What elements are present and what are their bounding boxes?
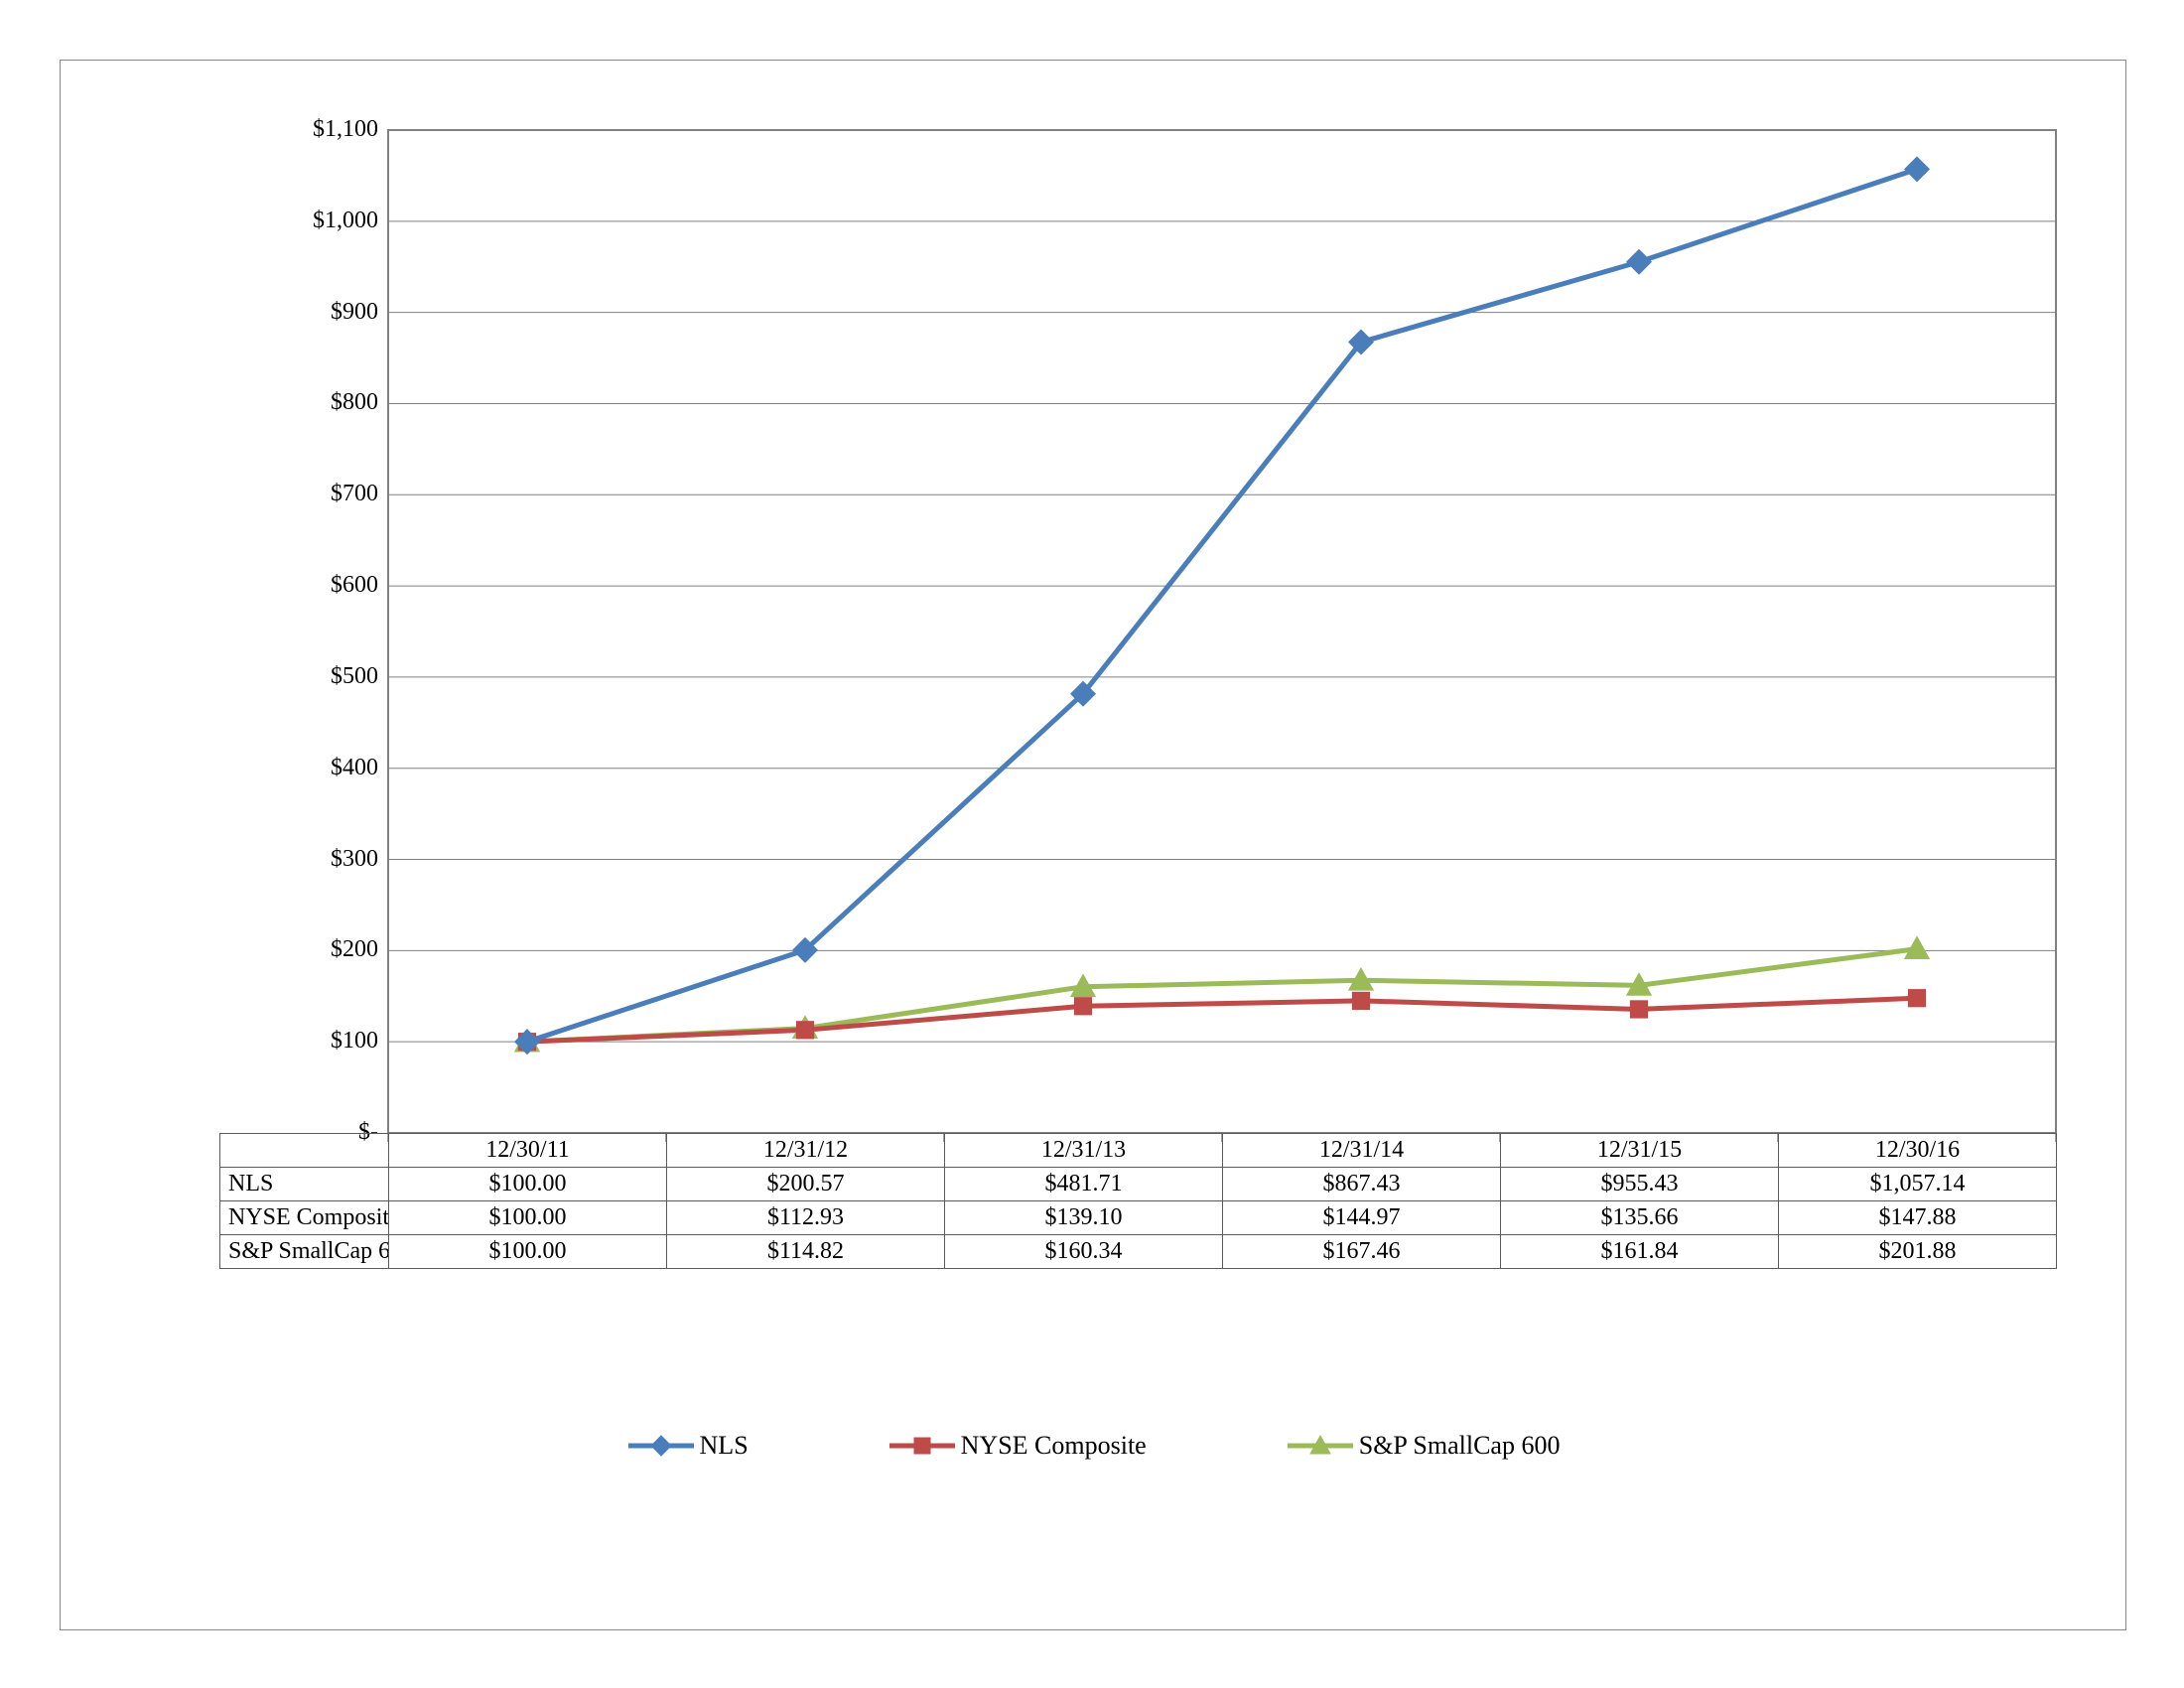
- table-cell: $139.10: [945, 1201, 1223, 1235]
- row-label: NLS: [220, 1168, 389, 1201]
- table-cell: $201.88: [1779, 1235, 2057, 1269]
- chart-frame: $-$100$200$300$400$500$600$700$800$900$1…: [60, 60, 2126, 1630]
- table-col-header: 12/31/12: [667, 1134, 945, 1168]
- legend-label: NLS: [700, 1431, 749, 1461]
- table-col-header: 12/31/13: [945, 1134, 1223, 1168]
- table-cell: $112.93: [667, 1201, 945, 1235]
- table-cell: $147.88: [1779, 1201, 2057, 1235]
- y-tick-label: $400: [279, 755, 378, 781]
- triangle-icon: [1286, 1431, 1355, 1461]
- y-tick-label: $900: [279, 299, 378, 326]
- y-tick-label: $1,100: [279, 116, 378, 143]
- y-tick-label: $600: [279, 572, 378, 599]
- table-cell: $100.00: [389, 1168, 667, 1201]
- table-cell: $167.46: [1223, 1235, 1501, 1269]
- y-tick-label: $800: [279, 389, 378, 416]
- y-tick-label: $300: [279, 846, 378, 873]
- table-col-header: 12/30/11: [389, 1134, 667, 1168]
- legend-item: NLS: [626, 1431, 749, 1461]
- table-cell: $200.57: [667, 1168, 945, 1201]
- table-cell: $955.43: [1501, 1168, 1779, 1201]
- y-tick-label: $200: [279, 936, 378, 963]
- table-cell: $1,057.14: [1779, 1168, 2057, 1201]
- table-cell: $100.00: [389, 1235, 667, 1269]
- legend-label: S&P SmallCap 600: [1359, 1431, 1561, 1461]
- table-cell: $100.00: [389, 1201, 667, 1235]
- data-table: 12/30/1112/31/1212/31/1312/31/1412/31/15…: [219, 1133, 2057, 1269]
- table-row: S&P SmallCap 600$100.00$114.82$160.34$16…: [220, 1235, 2057, 1269]
- table-cell: $867.43: [1223, 1168, 1501, 1201]
- legend-item: NYSE Composite: [887, 1431, 1147, 1461]
- y-tick-label: $700: [279, 481, 378, 507]
- table-corner-cell: [220, 1134, 389, 1168]
- table-row: NYSE Composite$100.00$112.93$139.10$144.…: [220, 1201, 2057, 1235]
- table-cell: $481.71: [945, 1168, 1223, 1201]
- table-row: NLS$100.00$200.57$481.71$867.43$955.43$1…: [220, 1168, 2057, 1201]
- table-cell: $135.66: [1501, 1201, 1779, 1235]
- table-col-header: 12/31/15: [1501, 1134, 1779, 1168]
- legend-item: S&P SmallCap 600: [1286, 1431, 1561, 1461]
- row-label: S&P SmallCap 600: [220, 1235, 389, 1269]
- diamond-icon: [626, 1431, 696, 1461]
- chart-legend: NLS NYSE Composite S&P SmallCap 600: [61, 1431, 2125, 1461]
- y-tick-label: $1,000: [279, 208, 378, 234]
- table-header-row: 12/30/1112/31/1212/31/1312/31/1412/31/15…: [220, 1134, 2057, 1168]
- table-cell: $144.97: [1223, 1201, 1501, 1235]
- table-col-header: 12/30/16: [1779, 1134, 2057, 1168]
- y-tick-label: $500: [279, 663, 378, 690]
- table-cell: $161.84: [1501, 1235, 1779, 1269]
- table-col-header: 12/31/14: [1223, 1134, 1501, 1168]
- y-tick-label: $100: [279, 1028, 378, 1055]
- row-label: NYSE Composite: [220, 1201, 389, 1235]
- square-icon: [887, 1431, 957, 1461]
- legend-label: NYSE Composite: [961, 1431, 1147, 1461]
- table-cell: $160.34: [945, 1235, 1223, 1269]
- table-cell: $114.82: [667, 1235, 945, 1269]
